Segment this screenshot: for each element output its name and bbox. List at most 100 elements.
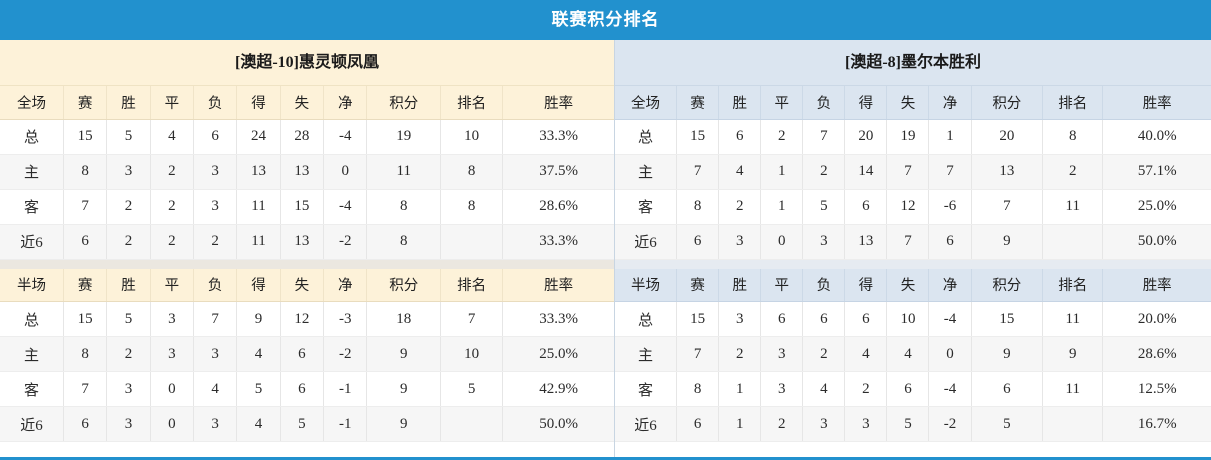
cell-平: 1 xyxy=(760,154,804,190)
cell-points: 15 xyxy=(971,301,1044,337)
row-label-total: 总 xyxy=(615,119,678,155)
table-row: 主 7 4 1 2 14 7 7 13 2 57.1% xyxy=(615,154,1211,190)
cell-rank: 8 xyxy=(440,154,504,190)
column-header-排名: 排名 xyxy=(440,268,504,302)
cell-赛: 6 xyxy=(676,406,720,442)
table-row: 客 7 3 0 4 5 6 -1 9 5 42.9% xyxy=(0,371,614,407)
row-label-recent6: 近6 xyxy=(0,224,64,260)
cell-负: 7 xyxy=(193,301,238,337)
cell-winrate: 28.6% xyxy=(1102,336,1211,372)
cell-净: -3 xyxy=(323,301,368,337)
cell-winrate: 50.0% xyxy=(502,406,614,442)
column-header-失: 失 xyxy=(280,86,325,120)
cell-rank: 11 xyxy=(1042,301,1104,337)
cell-胜: 2 xyxy=(718,336,762,372)
column-header-row: 全场赛胜平负得失净积分 排名 胜率 xyxy=(0,86,614,120)
cell-points: 18 xyxy=(366,301,442,337)
bottom-accent-bar xyxy=(0,457,1211,460)
cell-赛: 7 xyxy=(676,154,720,190)
cell-平: 1 xyxy=(760,189,804,225)
cell-winrate: 16.7% xyxy=(1102,406,1211,442)
section-divider-left xyxy=(0,259,614,269)
table-row: 主 7 2 3 2 4 4 0 9 9 28.6% xyxy=(615,336,1211,372)
column-header-赛: 赛 xyxy=(63,86,108,120)
cell-胜: 5 xyxy=(106,301,151,337)
cell-points: 8 xyxy=(366,189,442,225)
cell-平: 0 xyxy=(760,224,804,260)
section-divider-right xyxy=(615,259,1211,269)
cell-rank: 11 xyxy=(1042,371,1104,407)
cell-赛: 8 xyxy=(676,371,720,407)
cell-平: 2 xyxy=(760,119,804,155)
cell-净: -2 xyxy=(928,406,972,442)
table-row: 近6 6 2 2 2 11 13 -2 8 33.3% xyxy=(0,224,614,260)
cell-平: 3 xyxy=(760,336,804,372)
cell-负: 4 xyxy=(802,371,846,407)
cell-净: -1 xyxy=(323,406,368,442)
cell-points: 9 xyxy=(366,406,442,442)
cell-胜: 3 xyxy=(718,301,762,337)
cell-得: 11 xyxy=(236,189,281,225)
column-header-平: 平 xyxy=(150,86,195,120)
column-header-平: 平 xyxy=(760,268,804,302)
cell-得: 9 xyxy=(236,301,281,337)
stats-table-right-half: 半场赛胜平负得失净积分 排名 胜率总 15 3 6 6 6 10 -4 15 11 20.0% 主 7 2 3 2… xyxy=(615,268,1211,442)
cell-得: 20 xyxy=(844,119,888,155)
column-header-胜率: 胜率 xyxy=(1102,268,1211,302)
team-panel-left: [澳超-10]惠灵顿凤凰 全场赛胜平负得失净积分 排名 胜率总 15 5 4 6 24 28 -4… xyxy=(0,40,615,460)
cell-rank: 10 xyxy=(440,336,504,372)
stats-table-left-half: 半场赛胜平负得失净积分 排名 胜率总 15 5 3 7 9 12 -3 18 7 33.3% 主 8 2 3 3 4… xyxy=(0,268,614,442)
column-header-胜: 胜 xyxy=(718,86,762,120)
row-label-recent6: 近6 xyxy=(0,406,64,442)
cell-净: 1 xyxy=(928,119,972,155)
cell-失: 4 xyxy=(886,336,930,372)
row-label-recent6: 近6 xyxy=(615,406,678,442)
cell-平: 3 xyxy=(760,371,804,407)
cell-points: 9 xyxy=(366,336,442,372)
cell-负: 4 xyxy=(193,371,238,407)
column-header-失: 失 xyxy=(886,86,930,120)
row-label-total: 总 xyxy=(615,301,678,337)
column-header-负: 负 xyxy=(193,86,238,120)
cell-得: 4 xyxy=(236,336,281,372)
cell-负: 6 xyxy=(802,301,846,337)
cell-失: 15 xyxy=(280,189,325,225)
cell-胜: 2 xyxy=(106,189,151,225)
cell-负: 3 xyxy=(193,406,238,442)
cell-points: 19 xyxy=(366,119,442,155)
table-row: 客 8 1 3 4 2 6 -4 6 11 12.5% xyxy=(615,371,1211,407)
cell-失: 13 xyxy=(280,224,325,260)
column-header-排名: 排名 xyxy=(1042,86,1104,120)
cell-points: 9 xyxy=(971,336,1044,372)
cell-净: -4 xyxy=(323,119,368,155)
cell-平: 2 xyxy=(760,406,804,442)
column-header-净: 净 xyxy=(928,86,972,120)
table-row: 客 8 2 1 5 6 12 -6 7 11 25.0% xyxy=(615,189,1211,225)
cell-得: 14 xyxy=(844,154,888,190)
column-header-赛: 赛 xyxy=(676,268,720,302)
cell-失: 6 xyxy=(886,371,930,407)
column-header-平: 平 xyxy=(760,86,804,120)
cell-赛: 15 xyxy=(676,301,720,337)
row-label-away: 客 xyxy=(0,371,64,407)
cell-rank xyxy=(440,406,504,442)
cell-points: 11 xyxy=(366,154,442,190)
team-comparison-area: [澳超-10]惠灵顿凤凰 全场赛胜平负得失净积分 排名 胜率总 15 5 4 6 24 28 -4… xyxy=(0,40,1211,460)
row-label-home: 主 xyxy=(615,154,678,190)
column-header-净: 净 xyxy=(323,86,368,120)
cell-失: 12 xyxy=(280,301,325,337)
column-header-得: 得 xyxy=(844,86,888,120)
cell-胜: 3 xyxy=(106,154,151,190)
row-label-home: 主 xyxy=(0,154,64,190)
cell-winrate: 12.5% xyxy=(1102,371,1211,407)
team-name-right: [澳超-8]墨尔本胜利 xyxy=(615,40,1211,86)
section-label-half: 半场 xyxy=(615,268,678,302)
column-header-胜: 胜 xyxy=(106,268,151,302)
cell-points: 8 xyxy=(366,224,442,260)
cell-净: -4 xyxy=(928,301,972,337)
cell-赛: 8 xyxy=(676,189,720,225)
column-header-净: 净 xyxy=(928,268,972,302)
table-row: 近6 6 1 2 3 3 5 -2 5 16.7% xyxy=(615,406,1211,442)
cell-胜: 3 xyxy=(106,371,151,407)
